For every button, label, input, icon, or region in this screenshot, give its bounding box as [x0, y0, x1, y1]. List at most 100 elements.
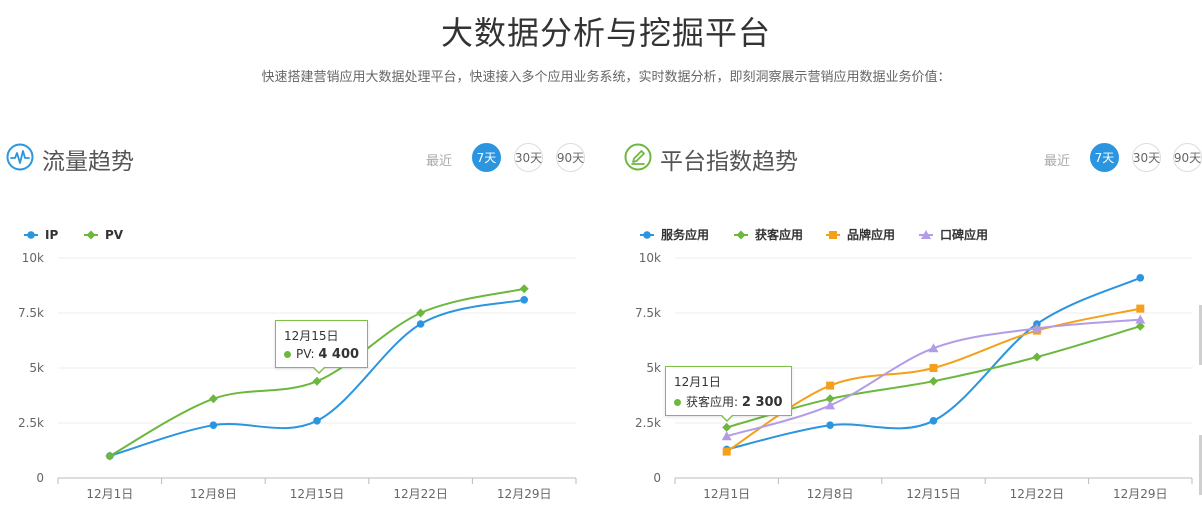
- legend-marker: [643, 231, 651, 239]
- chart-tooltip: 12月1日 获客应用: 2 300: [665, 366, 792, 422]
- data-point: [826, 381, 835, 390]
- tooltip-date: 12月15日: [284, 329, 339, 343]
- series-口碑应用: [721, 314, 1146, 441]
- x-tick-label: 12月15日: [290, 487, 345, 501]
- data-point: [1135, 314, 1146, 324]
- legend-label: 获客应用: [754, 227, 803, 242]
- x-tick-label: 12月1日: [86, 487, 133, 501]
- data-point: [929, 376, 938, 386]
- data-point: [929, 364, 938, 372]
- y-tick-label: 5k: [646, 361, 661, 375]
- x-tick-label: 12月8日: [190, 487, 237, 501]
- tooltip-colon: :: [734, 395, 742, 409]
- y-tick-label: 0: [36, 471, 44, 485]
- platform-index-chart: 0 2.5k 5k 7.5k 10k 12月1日 12月8日 12月15日 12月22日 12月2…: [635, 227, 1193, 501]
- tooltip-dot: [674, 399, 681, 406]
- x-tick-label: 12月1日: [703, 487, 750, 501]
- legend-label: 服务应用: [661, 227, 709, 242]
- range-label: 最近: [426, 154, 453, 169]
- tooltip-series: PV: [296, 347, 311, 361]
- x-tick-label: 12月15日: [906, 487, 961, 501]
- panel-header: 流量趋势 最近 7天 30天 90天: [0, 140, 600, 180]
- legend-label: IP: [45, 228, 58, 242]
- traffic-trend-chart: 0 2.5k 5k 7.5k 10k 12月1日 12月8日 12月15日 12月22日 12月2…: [18, 228, 577, 501]
- platform-index-panel: 平台指数趋势 最近 7天 30天 90天 0 2.5k 5k 7.5k 10k 12月1日…: [618, 140, 1202, 520]
- y-tick-label: 10k: [22, 251, 44, 265]
- series-PV: [105, 284, 529, 461]
- pulse-icon: [6, 143, 34, 171]
- scrollbar-thumb[interactable]: [1199, 305, 1202, 365]
- range-90d-button[interactable]: 90天: [556, 143, 585, 172]
- y-tick-label: 0: [653, 471, 661, 485]
- panel-title: 流量趋势: [42, 149, 134, 175]
- data-point: [105, 451, 115, 461]
- data-point: [825, 400, 836, 410]
- range-7d-button[interactable]: 7天: [1090, 143, 1119, 172]
- range-label: 最近: [1044, 154, 1071, 169]
- legend: 服务应用 获客应用 品牌应用 口碑应用: [640, 227, 988, 242]
- chart-tooltip: 12月15日 PV: 4 400: [275, 320, 369, 374]
- data-point: [209, 421, 218, 429]
- data-point: [1136, 304, 1145, 313]
- data-point: [825, 394, 835, 404]
- data-point: [1136, 274, 1145, 282]
- grid: 0 2.5k 5k 7.5k 10k: [18, 251, 576, 485]
- page-title: 大数据分析与挖掘平台: [440, 14, 771, 52]
- tooltip-value: 2 300: [741, 395, 783, 410]
- range-90d-button[interactable]: 90天: [1173, 143, 1202, 172]
- data-point: [519, 284, 529, 294]
- data-point: [416, 308, 426, 318]
- y-tick-label: 5k: [29, 361, 44, 375]
- legend-label: 口碑应用: [940, 227, 988, 242]
- data-point: [928, 343, 939, 353]
- data-point: [722, 447, 731, 456]
- tooltip-colon: :: [310, 347, 319, 361]
- pencil-icon: [624, 143, 652, 171]
- y-tick-label: 10k: [639, 251, 661, 265]
- data-point: [826, 421, 834, 429]
- x-tick-label: 12月29日: [1113, 487, 1168, 501]
- data-point: [313, 417, 321, 425]
- data-point: [1031, 323, 1042, 333]
- legend-marker: [27, 231, 35, 239]
- legend-marker: [921, 230, 931, 239]
- data-point: [312, 376, 322, 386]
- series-获客应用: [722, 321, 1145, 432]
- legend-label: 品牌应用: [847, 227, 895, 242]
- x-tick-label: 12月8日: [807, 487, 854, 501]
- data-point: [1135, 321, 1145, 331]
- range-7d-button[interactable]: 7天: [472, 143, 501, 172]
- legend: IP PV: [24, 228, 124, 242]
- tooltip-value: 4 400: [318, 347, 360, 362]
- traffic-trend-panel: 流量趋势 最近 7天 30天 90天 0 2.5k 5k 7.5k 10k 12月1日 12…: [0, 140, 600, 520]
- page-subtitle: 快速搭建营销应用大数据处理平台，快速接入多个应用业务系统，实时数据分析，即刻洞察…: [261, 70, 951, 85]
- data-point: [1032, 352, 1042, 362]
- data-point: [721, 431, 732, 441]
- panel-header: 平台指数趋势 最近 7天 30天 90天: [618, 140, 1202, 180]
- x-tick-label: 12月29日: [497, 487, 552, 501]
- data-point: [520, 296, 528, 304]
- tooltip-date: 12月1日: [674, 375, 721, 389]
- tooltip-series: 获客应用: [686, 395, 735, 409]
- series-服务应用: [722, 274, 1145, 454]
- x-tick-label: 12月22日: [393, 487, 448, 501]
- data-point: [722, 422, 732, 432]
- data-point: [929, 417, 938, 425]
- tooltip-dot: [284, 351, 291, 358]
- legend-marker: [86, 230, 96, 240]
- range-30d-button[interactable]: 30天: [1132, 143, 1161, 172]
- data-point: [208, 394, 218, 404]
- legend-marker: [829, 231, 837, 239]
- x-tick-label: 12月22日: [1010, 487, 1065, 501]
- range-30d-button[interactable]: 30天: [514, 143, 543, 172]
- scrollbar-thumb-lower[interactable]: [1199, 435, 1202, 495]
- y-tick-label: 7.5k: [18, 306, 44, 320]
- tooltip-arrow: [720, 414, 734, 422]
- tooltip-arrow: [312, 366, 326, 374]
- y-tick-label: 2.5k: [635, 416, 661, 430]
- data-point: [416, 320, 425, 328]
- panel-title: 平台指数趋势: [660, 149, 798, 175]
- y-tick-label: 2.5k: [18, 416, 44, 430]
- y-tick-label: 7.5k: [635, 306, 661, 320]
- legend-label: PV: [105, 228, 124, 242]
